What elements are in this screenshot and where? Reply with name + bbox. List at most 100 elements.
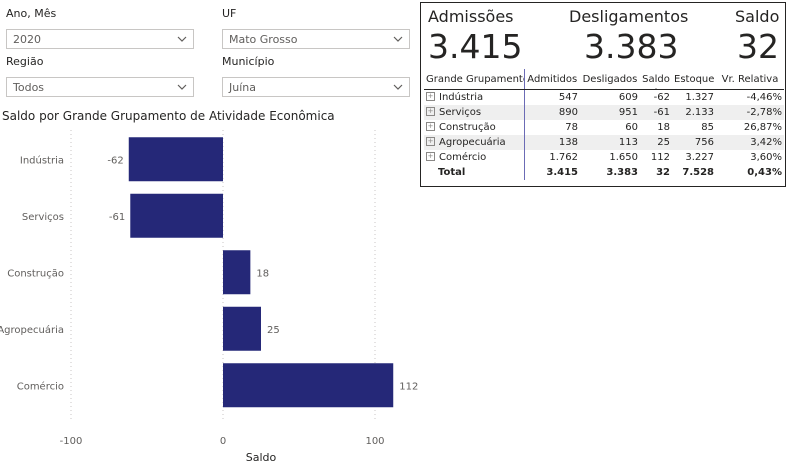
col-header-desligados[interactable]: Desligados <box>580 69 640 90</box>
expand-plus-icon[interactable]: + <box>426 136 435 146</box>
expand-plus-icon[interactable]: + <box>426 91 435 101</box>
x-tick-label: -100 <box>60 436 83 447</box>
bar <box>223 306 261 351</box>
row-label-cell: + Construção <box>424 120 525 135</box>
total-vr-relativa: 0,43% <box>747 167 782 178</box>
data-label: -62 <box>107 155 123 166</box>
cell-estoque: 756 <box>672 135 716 150</box>
slicer-municipio-label: Município <box>222 55 275 68</box>
category-label: Indústria <box>20 154 64 166</box>
cell-desligados: 951 <box>580 105 640 120</box>
cell-admitidos: 890 <box>524 105 580 120</box>
slicer-ano-mes: Ano, Mês 2020 <box>6 6 194 49</box>
slicer-regiao-label: Região <box>6 55 44 68</box>
cell-estoque: 1.327 <box>685 92 714 103</box>
row-label-cell: + Comércio <box>424 150 525 165</box>
cell-estoque: 85 <box>701 122 714 133</box>
category-label: Agropecuária <box>0 324 64 336</box>
matrix-table: Grande Grupamento Admitidos Desligados S… <box>424 69 784 180</box>
col-header-saldo[interactable]: Saldo <box>640 69 672 90</box>
row-label-cell: + Agropecuária <box>424 135 525 150</box>
cell-vr-relativa: -2,78% <box>716 105 784 120</box>
slicer-regiao: Região Todos <box>6 54 194 97</box>
sort-ascending-icon <box>653 88 659 89</box>
cell-admitidos: 1.762 <box>549 152 578 163</box>
ano-mes-dropdown[interactable]: 2020 <box>6 29 194 49</box>
cell-vr-relativa: 3,60% <box>750 152 782 163</box>
expand-plus-icon[interactable]: + <box>426 106 435 116</box>
total-saldo: 32 <box>656 167 670 178</box>
cell-saldo: 112 <box>650 152 670 163</box>
table-row: + Construção 78 60 18 85 26,87% <box>424 120 784 135</box>
col-header-vr-relativa[interactable]: Vr. Relativa <box>716 69 784 90</box>
cell-vr-relativa: 26,87% <box>743 122 782 133</box>
bar <box>223 363 394 408</box>
category-label: Serviços <box>22 212 64 223</box>
matrix-header-row: Grande Grupamento Admitidos Desligados S… <box>424 69 784 90</box>
col-header-grupo[interactable]: Grande Grupamento <box>424 69 525 90</box>
total-admitidos: 3.415 <box>546 167 578 178</box>
expand-plus-icon[interactable]: + <box>426 151 435 161</box>
summary-panel: Admissões Desligamentos Saldo 3.415 3.38… <box>420 2 786 187</box>
kpi-saldo-label: Saldo <box>735 7 780 26</box>
cell-vr-relativa: -4,46% <box>746 92 782 103</box>
x-tick-label: 100 <box>365 436 384 447</box>
municipio-dropdown[interactable]: Juína <box>222 77 410 97</box>
ano-mes-value: 2020 <box>13 33 41 46</box>
cell-saldo: 18 <box>657 122 670 133</box>
col-header-saldo-text: Saldo <box>642 73 670 85</box>
row-grupo: Agropecuária <box>439 137 506 148</box>
total-desligados: 3.383 <box>606 167 638 178</box>
slicer-uf-label: UF <box>222 7 237 20</box>
regiao-value: Todos <box>13 81 45 94</box>
col-header-estoque[interactable]: Estoque <box>672 69 716 90</box>
table-row: + Agropecuária 138 113 25 756 3,42% <box>424 135 784 150</box>
kpi-desligamentos-value: 3.383 <box>584 27 679 66</box>
total-label: Total <box>424 165 525 180</box>
row-grupo: Serviços <box>439 107 482 118</box>
table-row: + Serviços 890 951 -61 2.133 -2,78% <box>424 105 784 120</box>
chevron-down-icon <box>177 84 187 90</box>
cell-estoque: 3.227 <box>685 152 714 163</box>
uf-dropdown[interactable]: Mato Grosso <box>222 29 410 49</box>
data-label: -61 <box>109 212 125 223</box>
bar <box>130 193 223 238</box>
cell-desligados: 113 <box>580 135 640 150</box>
total-row: Total 3.415 3.383 32 7.528 0,43% <box>424 165 784 180</box>
slicer-uf: UF Mato Grosso <box>222 6 410 49</box>
kpi-saldo-value: 32 <box>737 27 779 66</box>
cell-desligados: 609 <box>618 92 638 103</box>
cell-saldo: -61 <box>640 105 672 120</box>
row-label-cell: + Serviços <box>424 105 525 120</box>
chevron-down-icon <box>393 36 403 42</box>
cell-admitidos: 78 <box>565 122 578 133</box>
data-label: 25 <box>267 325 280 336</box>
chevron-down-icon <box>393 84 403 90</box>
expand-plus-icon[interactable]: + <box>426 121 435 131</box>
row-label-cell: + Indústria <box>424 89 525 105</box>
uf-value: Mato Grosso <box>229 33 298 46</box>
x-axis-title: Saldo <box>246 451 277 464</box>
table-row: + Comércio 1.762 1.650 112 3.227 3,60% <box>424 150 784 165</box>
cell-desligados: 1.650 <box>609 152 638 163</box>
cell-desligados: 60 <box>625 122 638 133</box>
chart-title: Saldo por Grande Grupamento de Atividade… <box>2 109 335 123</box>
slicer-ano-mes-label: Ano, Mês <box>6 7 57 20</box>
slicer-municipio: Município Juína <box>222 54 410 97</box>
x-tick-label: 0 <box>220 436 226 447</box>
data-label: 112 <box>399 381 418 392</box>
table-row: + Indústria 547 609 -62 1.327 -4,46% <box>424 89 784 105</box>
kpi-admissoes-value: 3.415 <box>428 27 523 66</box>
cell-vr-relativa: 3,42% <box>716 135 784 150</box>
regiao-dropdown[interactable]: Todos <box>6 77 194 97</box>
row-grupo: Comércio <box>439 152 487 163</box>
chevron-down-icon <box>177 36 187 42</box>
bar <box>128 137 223 182</box>
kpi-admissoes-label: Admissões <box>428 7 514 26</box>
cell-saldo: 25 <box>640 135 672 150</box>
cell-estoque: 2.133 <box>672 105 716 120</box>
col-header-admitidos[interactable]: Admitidos <box>524 69 580 90</box>
cell-admitidos: 547 <box>558 92 578 103</box>
bar <box>223 250 251 295</box>
kpi-desligamentos-label: Desligamentos <box>569 7 689 26</box>
